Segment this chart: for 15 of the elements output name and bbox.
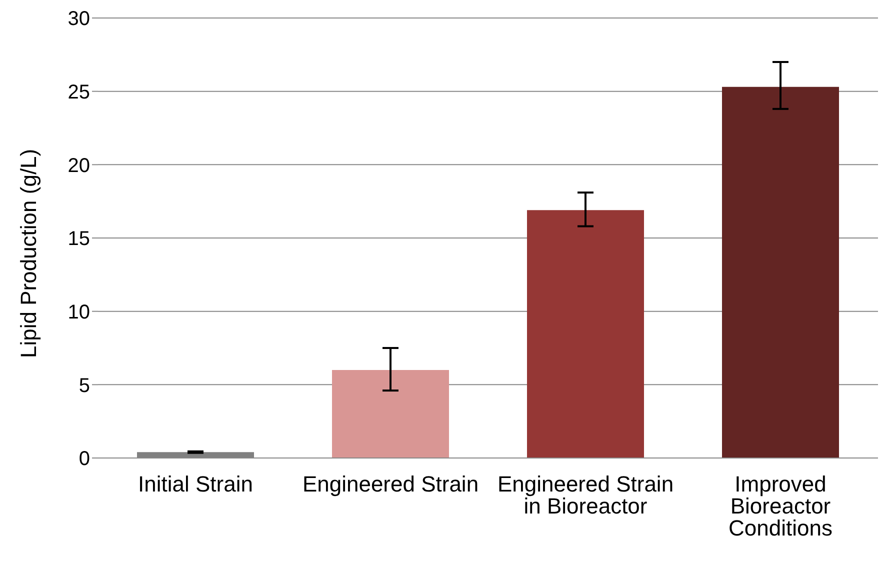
bar [332,370,449,458]
bar [722,86,839,458]
x-tick-label: Initial Strain [138,472,253,497]
y-tick-label: 15 [68,228,90,250]
y-axis-title: Lipid Production (g/L) [16,148,41,358]
y-tick-label: 0 [78,448,90,470]
y-tick-label: 5 [78,374,90,397]
y-tick-label: 25 [68,81,90,104]
x-tick-label: Engineered Strain [302,472,479,497]
y-tick-label: 10 [68,301,90,324]
y-tick-label: 30 [68,8,90,30]
bar [527,210,644,458]
y-tick-label: 20 [68,154,90,177]
x-tick-label: Engineered Strain in Bioreactor [497,472,674,519]
x-tick-label: Improved Bioreactor Conditions [728,472,832,541]
